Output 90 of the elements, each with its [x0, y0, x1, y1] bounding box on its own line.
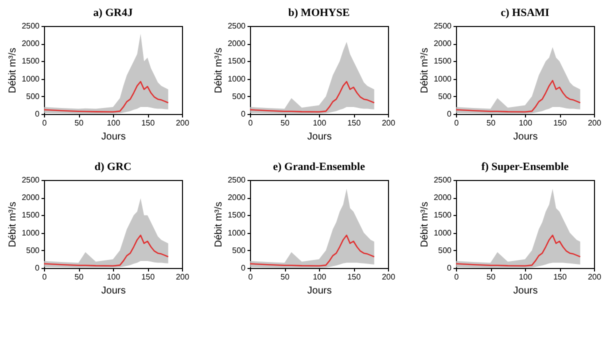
y-tick-label: 500	[438, 92, 452, 101]
x-tick-label: 150	[347, 118, 362, 128]
x-tick-label: 150	[141, 118, 156, 128]
y-axis-title: Débit m³/s	[8, 48, 19, 94]
y-tick-label: 1500	[22, 56, 40, 66]
line-series	[455, 234, 581, 267]
y-tick-label: 0	[241, 264, 246, 272]
line-series	[455, 80, 581, 113]
x-tick-label: 100	[106, 272, 121, 282]
x-axis-title: Jours	[307, 132, 332, 142]
y-tick-label: 500	[232, 246, 246, 255]
x-tick-label: 0	[454, 272, 460, 282]
y-tick-label: 1500	[228, 210, 246, 220]
y-axis-title: Débit m³/s	[214, 202, 225, 248]
x-tick-label: 200	[588, 272, 602, 282]
y-tick-label: 2000	[434, 39, 452, 48]
y-tick-label: 1500	[434, 210, 452, 220]
x-tick-label: 200	[176, 118, 190, 128]
x-tick-label: 50	[74, 118, 84, 128]
y-tick-label: 500	[26, 246, 40, 255]
x-tick-label: 150	[553, 272, 568, 282]
x-tick-label: 200	[588, 118, 602, 128]
x-tick-label: 100	[518, 118, 533, 128]
y-tick-label: 1000	[22, 228, 40, 238]
y-tick-label: 1000	[434, 228, 452, 238]
x-axis-title: Jours	[101, 286, 126, 296]
x-tick-label: 50	[280, 272, 290, 282]
y-tick-label: 2500	[228, 176, 246, 184]
y-axis-title: Débit m³/s	[420, 202, 431, 248]
x-tick-label: 0	[248, 272, 254, 282]
x-tick-label: 100	[312, 118, 327, 128]
chart-title: b) MOHYSE	[288, 7, 350, 19]
line-series	[43, 234, 169, 267]
y-tick-label: 2000	[228, 193, 246, 202]
x-tick-label: 0	[42, 272, 48, 282]
x-tick-label: 50	[486, 272, 496, 282]
x-axis-title: Jours	[513, 286, 538, 296]
y-tick-label: 2500	[22, 176, 40, 184]
x-axis-title: Jours	[101, 132, 126, 142]
x-tick-label: 100	[312, 272, 327, 282]
y-axis-title: Débit m³/s	[420, 48, 431, 94]
chart-title: d) GRC	[94, 161, 132, 173]
line-series	[249, 234, 375, 267]
y-tick-label: 2500	[22, 22, 40, 30]
x-tick-label: 200	[176, 272, 190, 282]
x-tick-label: 100	[518, 272, 533, 282]
y-tick-label: 1000	[434, 74, 452, 84]
y-tick-label: 2500	[434, 22, 452, 30]
y-tick-label: 2000	[22, 39, 40, 48]
x-tick-label: 50	[74, 272, 84, 282]
x-tick-label: 50	[280, 118, 290, 128]
chart-title: e) Grand-Ensemble	[273, 161, 366, 173]
x-tick-label: 200	[382, 272, 396, 282]
y-tick-label: 2000	[22, 193, 40, 202]
x-tick-label: 150	[347, 272, 362, 282]
chart-title: c) HSAMI	[500, 7, 550, 19]
y-tick-label: 0	[35, 110, 40, 118]
y-tick-label: 1000	[228, 228, 246, 238]
y-tick-label: 1500	[434, 56, 452, 66]
y-tick-label: 2500	[228, 22, 246, 30]
y-tick-label: 1000	[22, 74, 40, 84]
x-tick-label: 50	[486, 118, 496, 128]
x-tick-label: 150	[553, 118, 568, 128]
y-tick-label: 500	[26, 92, 40, 101]
y-tick-label: 500	[438, 246, 452, 255]
y-tick-label: 2000	[434, 193, 452, 202]
y-tick-label: 500	[232, 92, 246, 101]
y-tick-label: 0	[35, 264, 40, 272]
x-tick-label: 0	[42, 118, 48, 128]
y-tick-label: 2500	[434, 176, 452, 184]
x-tick-label: 100	[106, 118, 121, 128]
y-tick-label: 1500	[22, 210, 40, 220]
chart-title: a) GR4J	[93, 7, 134, 19]
line-series	[43, 80, 169, 113]
y-axis-title: Débit m³/s	[8, 202, 19, 248]
line-series	[249, 80, 375, 113]
x-tick-label: 0	[454, 118, 460, 128]
y-tick-label: 0	[447, 110, 452, 118]
y-tick-label: 1500	[228, 56, 246, 66]
x-tick-label: 200	[382, 118, 396, 128]
x-tick-label: 150	[141, 272, 156, 282]
x-axis-title: Jours	[307, 286, 332, 296]
x-tick-label: 0	[248, 118, 254, 128]
y-tick-label: 2000	[228, 39, 246, 48]
chart-title: f) Super-Ensemble	[481, 161, 569, 173]
y-tick-label: 0	[447, 264, 452, 272]
x-axis-title: Jours	[513, 132, 538, 142]
y-axis-title: Débit m³/s	[214, 48, 225, 94]
y-tick-label: 0	[241, 110, 246, 118]
y-tick-label: 1000	[228, 74, 246, 84]
